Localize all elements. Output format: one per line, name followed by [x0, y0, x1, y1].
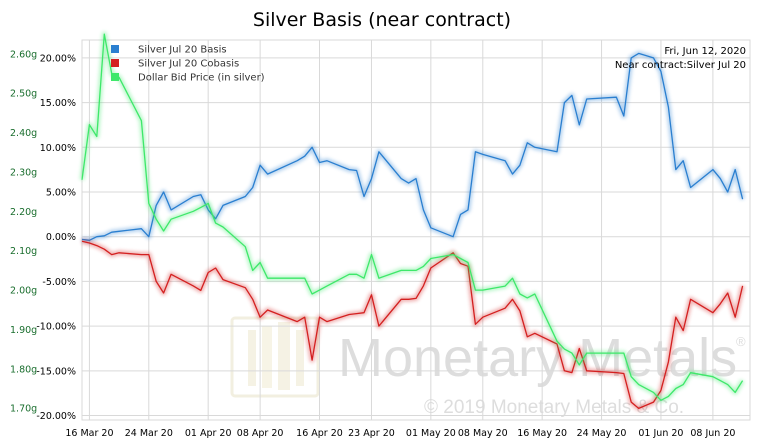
- left-tick-label: 2.40g: [10, 128, 37, 139]
- left-tick-label: 2.20g: [10, 207, 37, 218]
- x-tick-label: 24 May 20: [577, 428, 627, 439]
- x-axis: 16 Mar 20 24 Mar 20 01 Apr 20 08 Apr 20 16 A…: [65, 428, 735, 439]
- right-tick-label: -15.00%: [36, 366, 76, 377]
- series-line: [81, 52, 744, 241]
- right-tick-label: 20.00%: [40, 53, 76, 64]
- legend-swatch: [111, 59, 119, 67]
- watermark-logo: [230, 316, 320, 398]
- chart-title: Silver Basis (near contract): [253, 9, 511, 31]
- series-layer: [79, 31, 746, 411]
- right-tick-label: 0.00%: [46, 232, 76, 243]
- right-axis: 20.00% 15.00% 10.00% 5.00% 0.00% -5.00% -10.00…: [36, 53, 76, 422]
- right-tick-label: -20.00%: [36, 411, 76, 422]
- watermark-registered: ®: [736, 334, 746, 349]
- right-tick-label: 15.00%: [40, 98, 76, 109]
- legend: Silver Jul 20 Basis Silver Jul 20 Cobasis…: [111, 45, 265, 84]
- series-basis: [81, 50, 746, 243]
- x-tick-label: 08 Jun 20: [690, 428, 735, 439]
- legend-swatch: [111, 45, 119, 53]
- annotation-contract: Near contract:Silver Jul 20: [615, 60, 746, 71]
- grid: [81, 39, 751, 421]
- left-tick-label: 1.90g: [10, 325, 37, 336]
- x-tick-label: 08 May 20: [458, 428, 508, 439]
- right-tick-label: 5.00%: [46, 188, 76, 199]
- left-tick-label: 2.50g: [10, 89, 37, 100]
- x-tick-label: 23 Apr 20: [348, 428, 395, 439]
- series-cobasis: [81, 238, 746, 411]
- legend-label: Dollar Bid Price (in silver): [138, 73, 265, 84]
- left-tick-label: 2.10g: [10, 246, 37, 257]
- series-line: [81, 240, 744, 410]
- x-tick-label: 24 Mar 20: [125, 428, 173, 439]
- left-tick-label: 1.80g: [10, 364, 37, 375]
- left-tick-label: 1.70g: [10, 404, 37, 415]
- legend-swatch: [111, 73, 119, 81]
- x-tick-label: 08 Apr 20: [237, 428, 284, 439]
- annotation-date: Fri, Jun 12, 2020: [664, 46, 746, 57]
- left-tick-label: 2.30g: [10, 167, 37, 178]
- x-tick-label: 01 Apr 20: [185, 428, 232, 439]
- left-tick-label: 2.60g: [10, 49, 37, 60]
- x-tick-label: 16 Apr 20: [296, 428, 343, 439]
- series-dollar: [79, 31, 745, 403]
- x-tick-label: 16 May 20: [517, 428, 567, 439]
- right-tick-label: 10.00%: [40, 143, 76, 154]
- left-tick-label: 2.00g: [10, 286, 37, 297]
- x-tick-label: 01 May 20: [406, 428, 456, 439]
- x-tick-label: 01 Jun 20: [638, 428, 683, 439]
- right-tick-label: -10.00%: [36, 322, 76, 333]
- series-line: [81, 33, 744, 401]
- legend-label: Silver Jul 20 Cobasis: [138, 59, 239, 70]
- legend-label: Silver Jul 20 Basis: [138, 45, 227, 56]
- x-tick-label: 16 Mar 20: [65, 428, 113, 439]
- right-tick-label: -5.00%: [42, 277, 76, 288]
- plot-frame: [81, 39, 751, 421]
- watermark-copyright: © 2019 Monetary Metals & Co.: [424, 397, 684, 418]
- left-axis: 2.60g 2.50g 2.40g 2.30g 2.20g 2.10g 2.00g 1.90g…: [10, 49, 37, 414]
